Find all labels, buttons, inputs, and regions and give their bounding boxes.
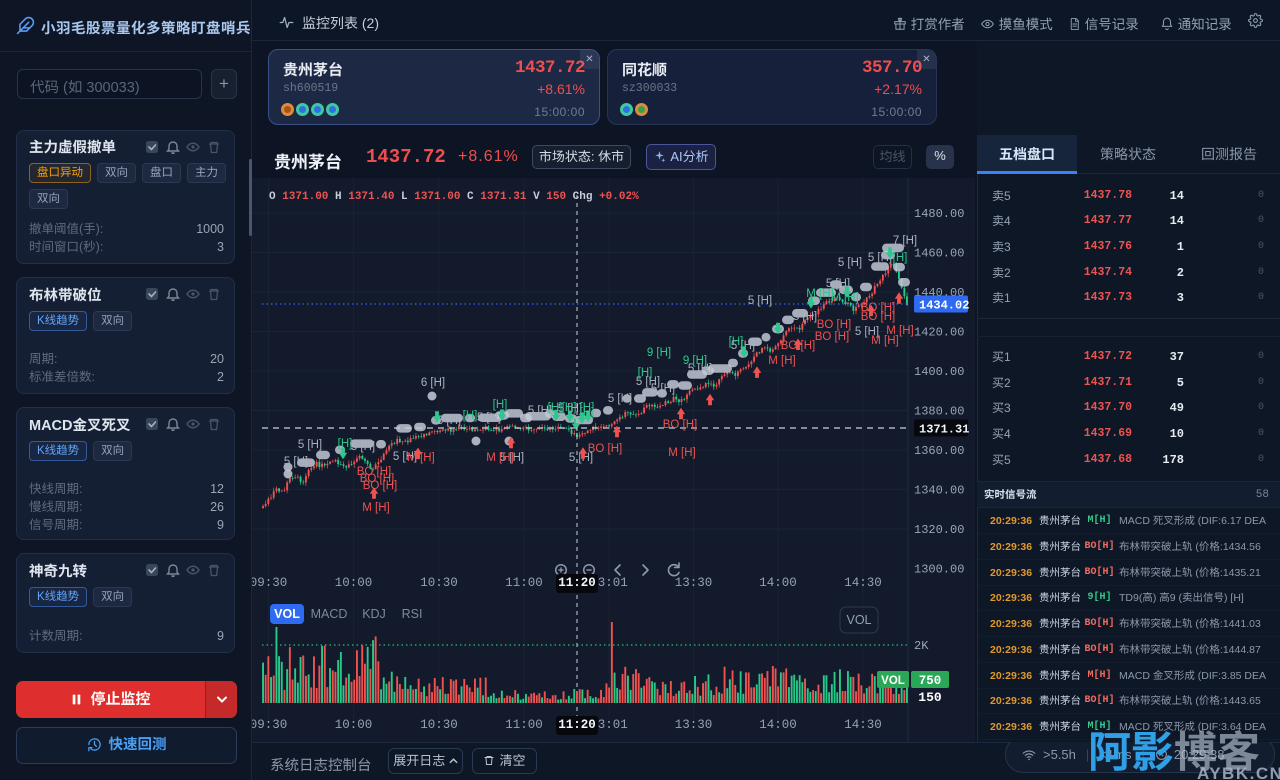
svg-text:5 [H]: 5 [H] xyxy=(855,326,879,338)
svg-text:14:30: 14:30 xyxy=(844,576,882,590)
svg-text:6 [H]: 6 [H] xyxy=(421,377,445,389)
svg-text:13:30: 13:30 xyxy=(675,718,713,732)
svg-text:BO [H]: BO [H] xyxy=(663,419,698,431)
svg-text:5 [H]: 5 [H] xyxy=(793,311,817,323)
svg-text:KDJ: KDJ xyxy=(362,607,386,621)
svg-text:5 [H]: 5 [H] xyxy=(826,278,850,290)
svg-text:BO [H]: BO [H] xyxy=(815,331,850,343)
svg-text:5 [H]: 5 [H] xyxy=(477,412,501,424)
svg-text:5 [H]: 5 [H] xyxy=(569,452,593,464)
svg-text:11:00: 11:00 xyxy=(505,718,543,732)
svg-text:BO [H]: BO [H] xyxy=(588,443,623,455)
svg-text:5 [H]: 5 [H] xyxy=(558,403,582,415)
svg-text:5 [H]: 5 [H] xyxy=(351,441,375,453)
svg-text:9 [H]: 9 [H] xyxy=(683,355,707,367)
svg-text:14:00: 14:00 xyxy=(759,718,797,732)
svg-text:[H]: [H] xyxy=(548,402,563,414)
svg-text:09:30: 09:30 xyxy=(252,718,287,732)
svg-text:[H]: [H] xyxy=(493,399,508,411)
svg-text:2K: 2K xyxy=(914,639,929,653)
svg-text:150: 150 xyxy=(918,690,942,705)
svg-text:M [H]: M [H] xyxy=(486,452,513,464)
svg-text:13:01: 13:01 xyxy=(590,718,628,732)
svg-text:10:00: 10:00 xyxy=(335,718,373,732)
svg-text:BO [H]: BO [H] xyxy=(357,466,392,478)
svg-text:M [H]: M [H] xyxy=(871,335,898,347)
svg-text:13:01: 13:01 xyxy=(590,576,628,590)
svg-text:5 [H]: 5 [H] xyxy=(528,405,552,417)
svg-text:5 [H]: 5 [H] xyxy=(731,340,755,352)
svg-text:5 [H]: 5 [H] xyxy=(393,451,417,463)
svg-text:M [H]: M [H] xyxy=(668,447,695,459)
svg-text:9 [H]: 9 [H] xyxy=(647,347,671,359)
svg-text:13:30: 13:30 xyxy=(675,576,713,590)
svg-text:1340.00: 1340.00 xyxy=(914,484,964,498)
svg-text:5 [H]: 5 [H] xyxy=(500,452,524,464)
svg-text:1320.00: 1320.00 xyxy=(914,523,964,537)
svg-text:BO [H]: BO [H] xyxy=(861,311,896,323)
svg-text:VOL: VOL xyxy=(881,675,905,687)
svg-text:5 [H]: 5 [H] xyxy=(651,383,675,395)
svg-text:5 [H]: 5 [H] xyxy=(868,252,892,264)
svg-text:[H]: [H] xyxy=(463,410,478,422)
svg-text:10:30: 10:30 xyxy=(420,718,458,732)
svg-text:5 [H]: 5 [H] xyxy=(608,393,632,405)
svg-text:M [H]: M [H] xyxy=(831,292,858,304)
svg-text:O 1371.00 H 1371.40 L 1371.00: O 1371.00 H 1371.40 L 1371.00 C 1371.31 … xyxy=(269,191,639,203)
svg-text:1380.00: 1380.00 xyxy=(914,405,964,419)
svg-text:1400.00: 1400.00 xyxy=(914,365,964,379)
svg-text:1371.31: 1371.31 xyxy=(919,423,969,437)
svg-text:1460.00: 1460.00 xyxy=(914,247,964,261)
svg-text:5 [H]: 5 [H] xyxy=(748,295,772,307)
svg-text:[H]: [H] xyxy=(338,438,353,450)
svg-text:10:30: 10:30 xyxy=(420,576,458,590)
svg-text:VOL: VOL xyxy=(846,613,871,627)
svg-text:M [H]: M [H] xyxy=(886,325,913,337)
svg-text:5 [H]: 5 [H] xyxy=(437,415,461,427)
svg-text:1360.00: 1360.00 xyxy=(914,444,964,458)
svg-text:M [H]: M [H] xyxy=(407,452,434,464)
svg-text:MACD: MACD xyxy=(311,607,348,621)
svg-text:VOL: VOL xyxy=(274,607,300,621)
svg-text:09:30: 09:30 xyxy=(252,576,287,590)
svg-text:BO [H]: BO [H] xyxy=(363,480,398,492)
svg-text:[H]: [H] xyxy=(729,336,744,348)
svg-text:1434.02: 1434.02 xyxy=(919,299,969,313)
svg-text:750: 750 xyxy=(919,674,942,688)
svg-text:BO [H]: BO [H] xyxy=(817,319,852,331)
svg-text:BO [H]: BO [H] xyxy=(360,473,395,485)
svg-text:M [H]: M [H] xyxy=(768,355,795,367)
svg-text:M [H]: M [H] xyxy=(362,502,389,514)
svg-text:5 [H]: 5 [H] xyxy=(688,363,712,375)
svg-text:10:00: 10:00 xyxy=(335,576,373,590)
svg-text:1480.00: 1480.00 xyxy=(914,207,964,221)
svg-text:7 [H]: 7 [H] xyxy=(893,235,917,247)
svg-text:14:00: 14:00 xyxy=(759,576,797,590)
svg-text:1300.00: 1300.00 xyxy=(914,563,964,577)
svg-text:5 [H]: 5 [H] xyxy=(636,376,660,388)
svg-text:M [H]: M [H] xyxy=(806,288,833,300)
svg-text:1420.00: 1420.00 xyxy=(914,326,964,340)
svg-text:[H]: [H] xyxy=(893,252,908,264)
svg-text:5 [H]: 5 [H] xyxy=(284,456,308,468)
svg-text:5 [H]: 5 [H] xyxy=(298,439,322,451)
svg-text:11:20: 11:20 xyxy=(558,718,596,732)
svg-text:11:00: 11:00 xyxy=(505,576,543,590)
svg-text:RSI: RSI xyxy=(402,607,423,621)
svg-text:14:30: 14:30 xyxy=(844,718,882,732)
svg-text:[H]: [H] xyxy=(638,367,653,379)
svg-text:11:20: 11:20 xyxy=(558,576,596,590)
svg-text:5 [H]: 5 [H] xyxy=(838,257,862,269)
